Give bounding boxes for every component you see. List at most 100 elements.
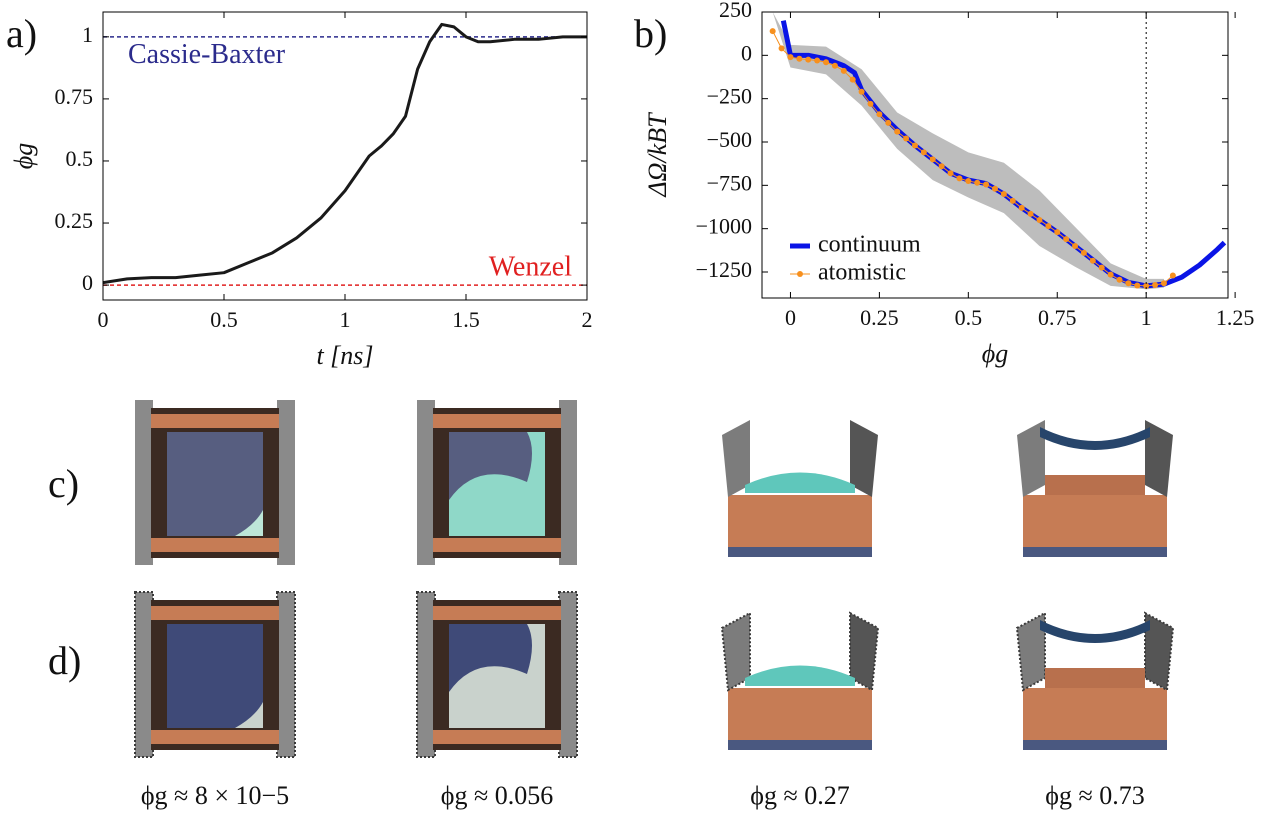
data-point [1152,282,1158,288]
data-point [1072,243,1078,249]
wall [135,400,153,565]
data-point [965,178,971,184]
wall [417,400,435,565]
wall [135,592,153,757]
pillar [151,414,279,428]
legend-swatch [797,271,803,277]
panel-label: a) [6,11,37,56]
x-tick-label: 0.25 [860,305,899,330]
pillar [1045,475,1145,495]
pillar [1045,668,1145,688]
liquid [745,473,855,494]
simulation-render [417,592,577,757]
liquid [1040,427,1150,450]
data-point [770,28,776,34]
panel-label: b) [634,11,667,56]
legend-label: continuum [818,232,921,258]
data-point [1063,236,1069,242]
y-axis-label: ϕg [9,143,38,169]
data-point [1090,258,1096,264]
data-point [805,57,811,63]
reference-label: Cassie-Baxter [128,39,286,70]
data-point [1001,191,1007,197]
x-tick-label: 0.5 [955,305,983,330]
pillar [151,606,279,620]
panel-label: d) [48,638,81,683]
data-point [939,163,945,169]
x-tick-label: 1 [1141,305,1152,330]
data-point [787,54,793,60]
solid [728,688,872,740]
data-point [859,89,865,95]
x-tick-label: 2 [582,307,593,332]
y-tick-label: −1250 [696,257,752,282]
wall [559,400,577,565]
pillar [433,538,561,552]
simulation-render [135,592,295,757]
liquid [745,666,855,687]
y-tick-label: 0.75 [55,84,94,109]
data-point [921,149,927,155]
data-point [1019,205,1025,211]
y-tick-label: 0 [741,40,752,65]
vapor [167,432,263,536]
liquid [1040,620,1150,643]
data-point [867,101,873,107]
x-axis-label: t [ns] [316,341,373,370]
panel-label: c) [48,461,79,506]
pillar [433,414,561,428]
wall [277,400,295,565]
data-point [1108,272,1114,278]
data-point [832,63,838,69]
y-tick-label: 1 [82,22,93,47]
data-point [841,68,847,74]
x-tick-label: 0.5 [210,307,238,332]
data-point [1054,229,1060,235]
data-point [974,180,980,186]
pillar [151,538,279,552]
caption: ϕg ≈ 0.73 [1045,781,1144,810]
simulation-render [135,400,295,565]
x-tick-label: 1.5 [452,307,480,332]
data-point [1125,280,1131,286]
data-point [912,142,918,148]
data-point [894,129,900,135]
data-point [948,170,954,176]
data-point [796,56,802,62]
data-point [885,120,891,126]
y-tick-label: 0 [82,270,93,295]
data-point [1028,211,1034,217]
data-point [850,77,856,83]
wall [417,592,435,757]
data-point [1117,277,1123,283]
x-tick-label: 0 [785,305,796,330]
data-point [983,181,989,187]
y-tick-label: −500 [707,127,752,152]
caption: ϕg ≈ 0.27 [750,781,849,810]
data-point [903,136,909,142]
x-tick-label: 1 [340,307,351,332]
solid [728,495,872,547]
simulation-render [1017,613,1173,750]
data-point [876,111,882,117]
data-point [1081,250,1087,256]
x-tick-label: 1.25 [1216,305,1255,330]
data-point [1134,283,1140,289]
data-point [823,59,829,65]
y-tick-label: −750 [707,170,752,195]
y-tick-label: 250 [719,0,752,22]
simulation-render [722,420,878,557]
data-point [1045,223,1051,229]
solid [1023,688,1167,740]
data-point [1099,265,1105,271]
pillar [151,730,279,744]
legend-label: atomistic [818,260,906,286]
y-axis-label: ΔΩ/kBT [643,112,672,198]
data-point [779,45,785,51]
solid [1023,495,1167,547]
reference-label: Wenzel [489,252,572,283]
caption: ϕg ≈ 8 × 10−5 [141,781,289,810]
wall [277,592,295,757]
y-tick-label: 0.5 [66,146,94,171]
simulation-render [1017,420,1173,557]
